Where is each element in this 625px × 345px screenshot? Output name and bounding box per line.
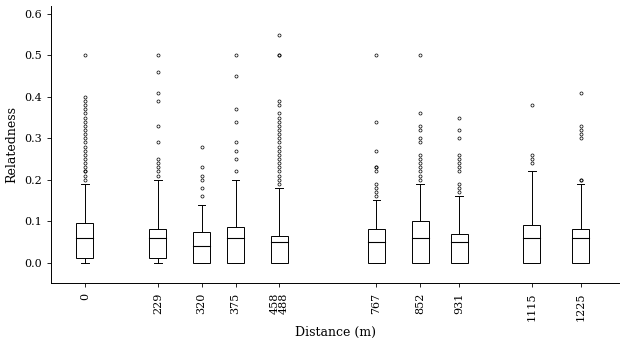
Bar [368, 229, 385, 263]
Bar [572, 229, 589, 263]
Bar [149, 229, 166, 258]
Bar [76, 223, 93, 258]
X-axis label: Distance (m): Distance (m) [294, 326, 376, 339]
Bar [271, 236, 288, 263]
Bar [193, 231, 210, 263]
Bar [227, 227, 244, 263]
Bar [451, 234, 468, 263]
Bar [412, 221, 429, 263]
Bar [524, 225, 541, 263]
Y-axis label: Relatedness: Relatedness [6, 106, 19, 183]
